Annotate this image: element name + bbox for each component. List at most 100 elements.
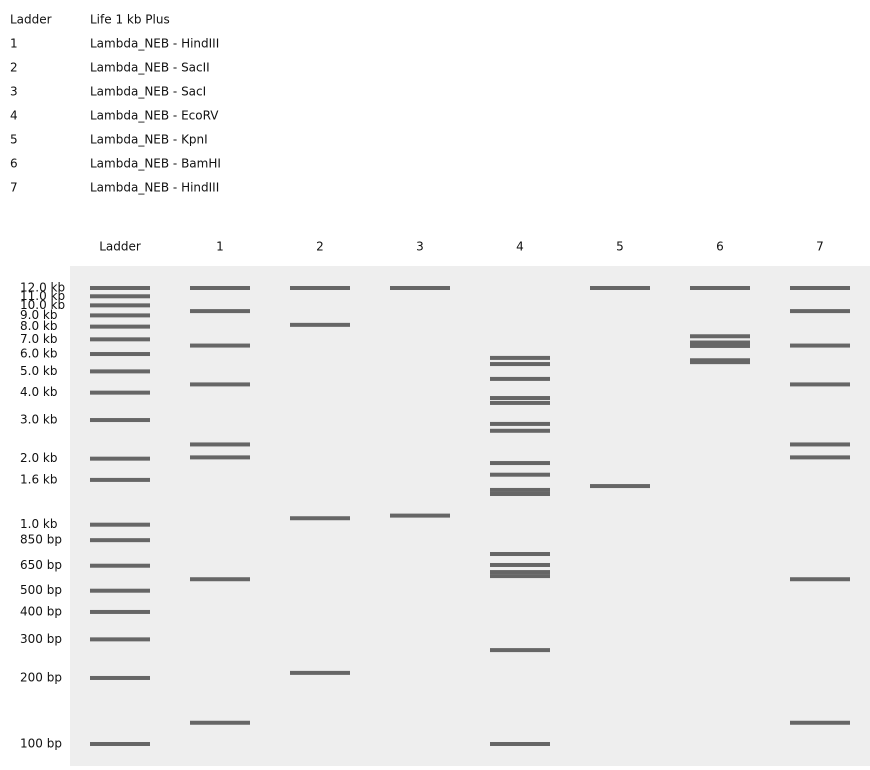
band	[190, 455, 250, 460]
band	[490, 492, 550, 497]
size-label: 8.0 kb	[20, 319, 57, 333]
legend-lane: 4	[10, 109, 18, 123]
size-label: 12.0 kb	[20, 281, 65, 295]
band	[690, 340, 750, 345]
band	[190, 343, 250, 348]
band	[190, 442, 250, 447]
gel	[70, 266, 870, 766]
band	[90, 675, 150, 680]
band	[190, 382, 250, 387]
band	[90, 286, 150, 290]
size-label: 100 bp	[20, 737, 62, 751]
lane-label: 2	[316, 240, 324, 254]
band	[690, 343, 750, 348]
band	[90, 418, 150, 423]
band	[90, 588, 150, 593]
band	[490, 472, 550, 477]
band	[790, 455, 850, 460]
legend-name: Life 1 kb Plus	[90, 13, 170, 27]
band	[790, 442, 850, 447]
size-label: 2.0 kb	[20, 451, 57, 465]
band	[90, 637, 150, 642]
lane-label: 1	[216, 240, 224, 254]
size-label: 850 bp	[20, 533, 62, 547]
band	[90, 609, 150, 614]
legend-lane: 3	[10, 85, 18, 99]
band	[790, 577, 850, 582]
size-label: 5.0 kb	[20, 364, 57, 378]
band	[190, 720, 250, 725]
band	[90, 742, 150, 746]
size-label: 6.0 kb	[20, 347, 57, 361]
size-label: 300 bp	[20, 632, 62, 646]
lane-label: 3	[416, 240, 424, 254]
size-label: 400 bp	[20, 604, 62, 618]
band	[90, 352, 150, 357]
band	[290, 286, 350, 290]
band	[290, 322, 350, 327]
band	[590, 286, 650, 290]
size-label: 200 bp	[20, 670, 62, 684]
legend-name: Lambda_NEB - EcoRV	[90, 109, 219, 123]
band	[490, 487, 550, 492]
size-label: 10.0 kb	[20, 298, 65, 312]
legend-lane: 6	[10, 157, 18, 171]
band	[90, 369, 150, 374]
band	[790, 720, 850, 725]
legend-name: Lambda_NEB - HindIII	[90, 181, 219, 195]
band	[290, 516, 350, 521]
band	[490, 742, 550, 746]
band	[90, 324, 150, 329]
band	[90, 522, 150, 527]
legend-name: Lambda_NEB - BamHI	[90, 157, 221, 171]
legend-lane: 2	[10, 61, 18, 75]
band	[90, 477, 150, 482]
legend-name: Lambda_NEB - SacI	[90, 85, 206, 99]
band	[190, 309, 250, 314]
band	[790, 382, 850, 387]
legend-lane: Ladder	[10, 13, 52, 27]
band	[490, 400, 550, 405]
band	[490, 648, 550, 653]
size-label: 7.0 kb	[20, 332, 57, 346]
band	[490, 574, 550, 579]
legend-name: Lambda_NEB - HindIII	[90, 37, 219, 51]
band	[390, 513, 450, 518]
legend-lane: 1	[10, 37, 18, 51]
band	[490, 552, 550, 557]
band	[790, 309, 850, 314]
band	[190, 286, 250, 290]
band	[90, 313, 150, 318]
lane-label: 5	[616, 240, 624, 254]
band	[190, 577, 250, 582]
lane-label: Ladder	[99, 240, 141, 254]
band	[490, 461, 550, 466]
lane-label: 6	[716, 240, 724, 254]
band	[90, 294, 150, 299]
band	[790, 286, 850, 290]
band	[90, 563, 150, 568]
size-label: 500 bp	[20, 583, 62, 597]
band	[90, 337, 150, 342]
band	[490, 428, 550, 433]
band	[690, 360, 750, 365]
band	[490, 362, 550, 367]
size-label: 1.6 kb	[20, 472, 57, 486]
band	[490, 570, 550, 575]
band	[490, 396, 550, 401]
size-label: 9.0 kb	[20, 308, 57, 322]
legend-lane: 7	[10, 181, 18, 195]
lane-label: 4	[516, 240, 524, 254]
band	[690, 286, 750, 290]
size-label: 3.0 kb	[20, 413, 57, 427]
band	[490, 376, 550, 381]
band	[90, 456, 150, 461]
band	[290, 670, 350, 675]
size-label: 4.0 kb	[20, 385, 57, 399]
band	[590, 484, 650, 489]
band	[90, 538, 150, 543]
band	[490, 421, 550, 426]
legend-name: Lambda_NEB - SacII	[90, 61, 210, 75]
legend-lane: 5	[10, 133, 18, 147]
